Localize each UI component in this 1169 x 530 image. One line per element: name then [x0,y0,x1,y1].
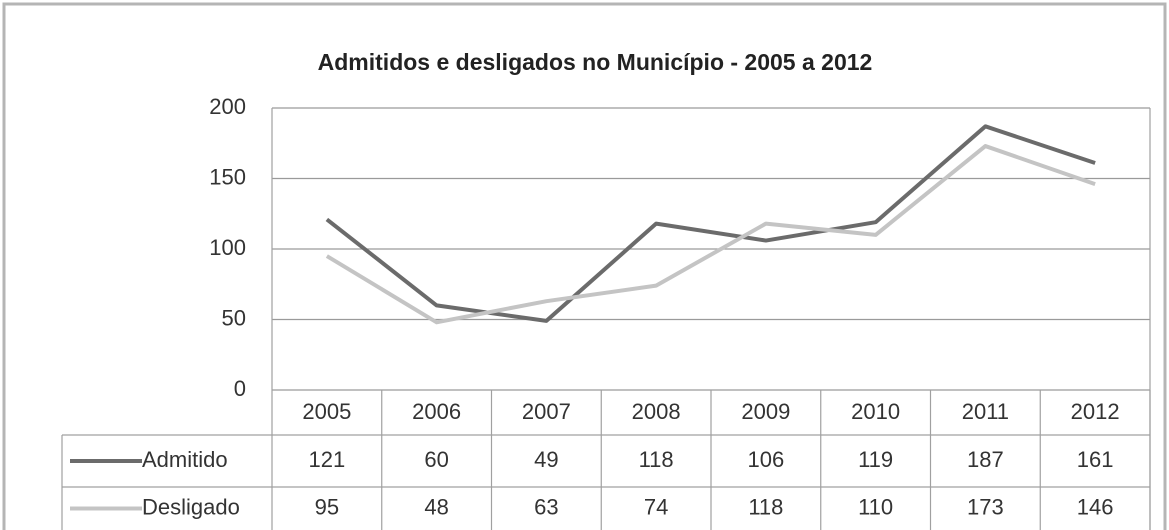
y-tick-label: 150 [209,164,246,189]
table-value: 106 [748,447,785,472]
chart: Admitidos e desligados no Município - 20… [0,0,1169,530]
x-tick-label: 2007 [522,399,571,424]
table-value: 173 [967,494,1004,519]
x-tick-label: 2005 [302,399,351,424]
legend-label: Admitido [142,447,228,472]
x-tick-label: 2006 [412,399,461,424]
table-value: 187 [967,447,1004,472]
y-tick-label: 0 [234,376,246,401]
legend-label: Desligado [142,494,240,519]
table-value: 95 [315,494,339,519]
table-value: 48 [424,494,448,519]
y-tick-label: 50 [222,305,246,330]
table-value: 63 [534,494,558,519]
table-value: 49 [534,447,558,472]
y-tick-label: 200 [209,94,246,119]
chart-title: Admitidos e desligados no Município - 20… [318,49,873,75]
x-tick-label: 2010 [851,399,900,424]
page: Admitidos e desligados no Município - 20… [0,0,1169,530]
table-value: 118 [639,447,674,472]
table-value: 118 [748,494,783,519]
x-tick-label: 2012 [1071,399,1120,424]
table-value: 161 [1077,447,1114,472]
y-tick-label: 100 [209,235,246,260]
table-value: 60 [424,447,448,472]
x-tick-label: 2009 [741,399,790,424]
x-tick-label: 2008 [632,399,681,424]
table-value: 74 [644,494,668,519]
table-value: 121 [309,447,346,472]
x-tick-label: 2011 [962,399,1009,424]
table-value: 146 [1077,494,1114,519]
table-value: 119 [858,447,893,472]
table-value: 110 [858,494,893,519]
